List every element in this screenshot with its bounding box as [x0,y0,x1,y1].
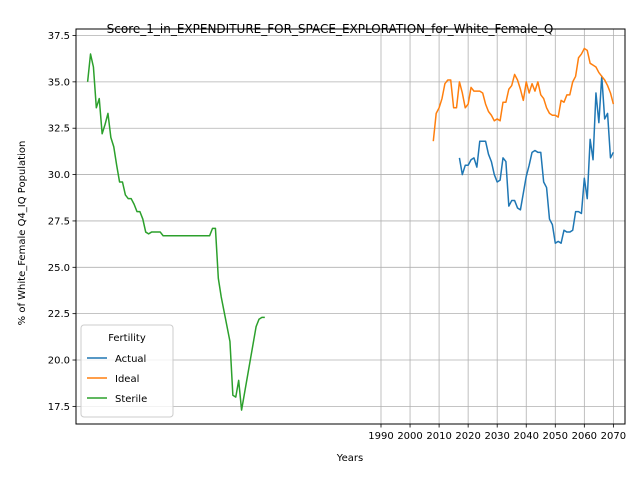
x-axis-ticks: 1990 2000 2010 2020 2030 2040 2050 2060 2070 [368,424,626,442]
legend-label-sterile: Sterile [115,394,147,405]
x-tick-label: 2030 [484,431,509,442]
y-axis-ticks: 17.5 20.0 22.5 25.0 27.5 30.0 32.5 35.0 37.5 [48,31,76,413]
x-tick-label: 2010 [426,431,451,442]
y-tick-label: 32.5 [48,124,70,135]
y-tick-label: 30.0 [48,170,70,181]
plot-area [75,28,626,425]
series-line-actual [458,75,615,244]
x-tick-label: 2060 [572,431,597,442]
x-tick-label: 1990 [368,431,393,442]
x-tick-label: 2040 [514,431,539,442]
y-tick-label: 20.0 [48,356,70,367]
legend: Fertility Actual Ideal Sterile [80,324,174,418]
y-tick-label: 37.5 [48,31,70,42]
x-tick-label: 2070 [601,431,626,442]
x-tick-label: 2050 [543,431,568,442]
y-tick-label: 35.0 [48,77,70,88]
y-tick-label: 22.5 [48,309,70,320]
series-lines [86,47,615,411]
legend-label-actual: Actual [115,354,146,365]
chart-title: Score_1_in_EXPENDITURE_FOR_SPACE_EXPLORA… [107,22,554,36]
series-line-ideal [432,47,615,142]
x-tick-label: 2000 [397,431,422,442]
series-line-sterile [86,53,265,411]
y-tick-label: 25.0 [48,263,70,274]
legend-title: Fertility [108,333,146,344]
x-axis-label: Years [336,453,363,464]
legend-box [80,324,174,418]
y-tick-label: 17.5 [48,402,70,413]
legend-label-ideal: Ideal [115,374,139,385]
x-tick-label: 2020 [455,431,480,442]
y-tick-label: 27.5 [48,216,70,227]
y-axis-label: % of White_Female Q4_IQ Population [17,141,28,326]
